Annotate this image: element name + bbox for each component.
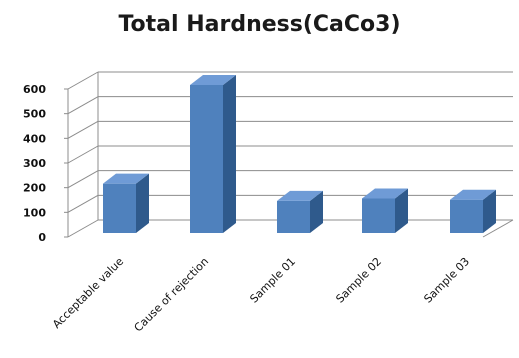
bar-top — [103, 173, 149, 184]
gridline-diagonal — [67, 170, 99, 189]
gridline-diagonal — [67, 219, 99, 238]
gridline-diagonal — [67, 120, 99, 139]
x-category-label: Sample 02 — [333, 255, 384, 306]
bar — [103, 173, 149, 233]
bar-front — [277, 200, 310, 233]
x-category-label: Cause of rejection — [132, 255, 212, 335]
bar-side — [223, 75, 236, 233]
gridline-diagonal — [67, 71, 99, 90]
bars-layer — [103, 75, 496, 233]
bar — [362, 188, 408, 233]
gridline-diagonal — [67, 194, 99, 213]
bar-side — [395, 188, 408, 233]
bar-front — [103, 183, 136, 233]
bar-top — [190, 75, 236, 85]
gridline-diagonal — [67, 96, 99, 115]
gridline-diagonal — [67, 145, 99, 164]
bar-front — [190, 85, 223, 233]
bar-side — [483, 189, 496, 233]
bar-side — [136, 173, 149, 233]
bar-top — [362, 188, 408, 199]
y-tick-label: 0 — [38, 231, 46, 244]
floor-edge — [482, 219, 514, 238]
chart-title: Total Hardness(CaCo3) — [118, 12, 401, 37]
bar-top — [450, 189, 496, 200]
bar — [190, 75, 236, 233]
bar-front — [362, 198, 395, 233]
grid-layer — [64, 71, 514, 238]
bar-top — [277, 190, 323, 201]
bar — [277, 190, 323, 233]
y-tick-label: 200 — [23, 182, 46, 195]
x-category-label: Sample 03 — [421, 255, 472, 306]
y-tick-label: 500 — [23, 108, 46, 121]
bar-front — [450, 199, 483, 233]
x-category-label: Sample 01 — [247, 255, 298, 306]
x-axis-categories: Acceptable value Cause of rejection Sample… — [50, 255, 472, 335]
y-tick-label: 100 — [23, 206, 46, 219]
bar-side — [310, 190, 323, 233]
y-axis-ticks: 0 100 200 300 400 500 600 — [23, 83, 46, 244]
y-tick-label: 300 — [23, 157, 46, 170]
bar — [450, 189, 496, 233]
y-tick-label: 600 — [23, 83, 46, 96]
x-category-label: Acceptable value — [50, 255, 126, 331]
y-tick-label: 400 — [23, 132, 46, 145]
